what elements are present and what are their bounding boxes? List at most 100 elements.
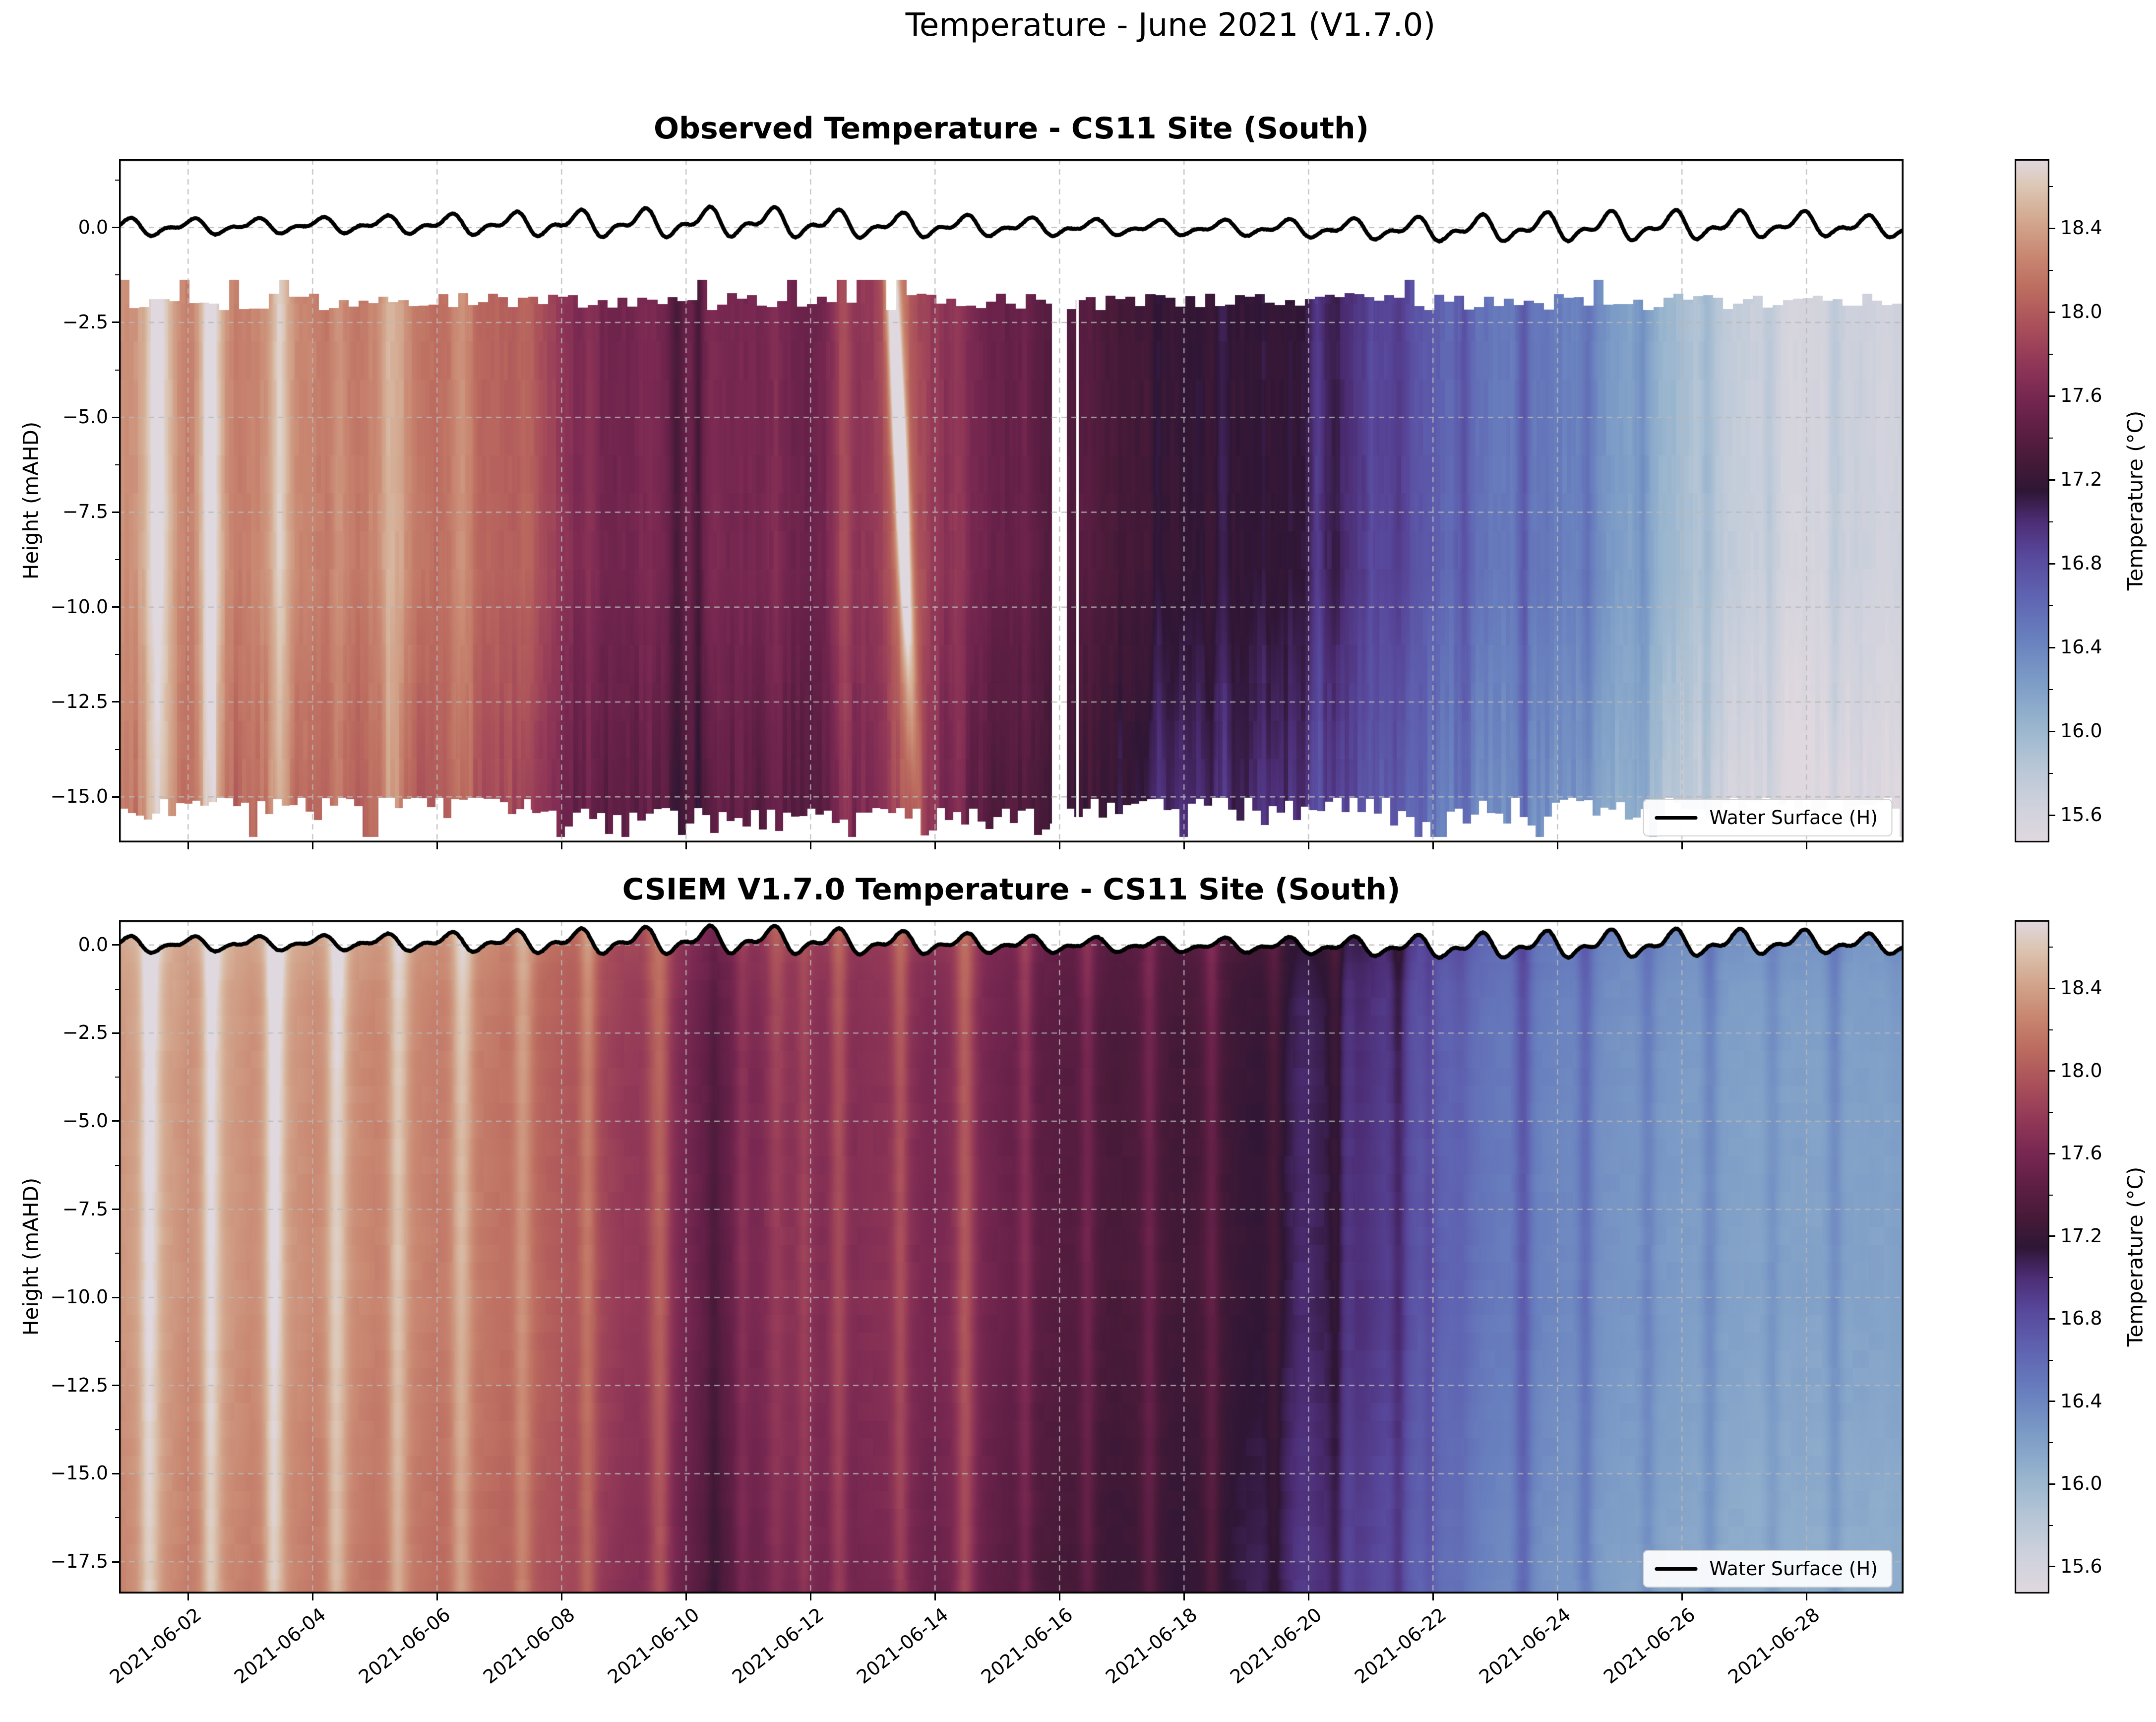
x-tick-label: 2021-06-12 — [728, 1603, 828, 1688]
y-tick — [112, 1120, 119, 1122]
x-tick — [1307, 842, 1309, 849]
colorbar-tick-label: 18.4 — [2060, 977, 2102, 999]
y-minor-tick — [115, 988, 119, 990]
x-tick — [1805, 1594, 1807, 1600]
colorbar-minor-tick — [2049, 1194, 2053, 1196]
colorbar-tick-label: 16.8 — [2060, 1307, 2102, 1330]
y-tick — [112, 1385, 119, 1387]
y-tick — [112, 416, 119, 418]
y-tick — [112, 321, 119, 323]
observed-heatmap-canvas — [119, 159, 1904, 842]
colorbar-minor-tick — [2049, 1442, 2053, 1444]
colorbar-tick — [2049, 1070, 2055, 1072]
y-minor-tick — [115, 1077, 119, 1078]
colorbar-tick — [2049, 1566, 2055, 1568]
model-heatmap-canvas — [119, 920, 1904, 1594]
colorbar-minor-tick — [2049, 689, 2053, 690]
colorbar-tick-label: 15.6 — [2060, 804, 2102, 826]
x-tick-label: 2021-06-14 — [853, 1603, 953, 1688]
colorbar-minor-tick — [2049, 437, 2053, 439]
colorbar-tick — [2049, 814, 2055, 816]
y-minor-tick — [115, 274, 119, 276]
x-tick — [1058, 842, 1060, 849]
x-tick — [560, 842, 562, 849]
colorbar-tick — [2049, 311, 2055, 313]
y-tick-label: −15.0 — [50, 1462, 108, 1484]
colorbar-tick-label: 18.4 — [2060, 217, 2102, 239]
colorbar-tick-label: 18.0 — [2060, 301, 2102, 323]
x-tick — [187, 842, 189, 849]
y-tick-label: −2.5 — [62, 311, 108, 333]
x-tick-label: 2021-06-04 — [230, 1603, 330, 1688]
y-tick-label: 0.0 — [78, 933, 108, 956]
model-colorbar-label: Temperature (°C) — [2123, 1166, 2148, 1347]
y-minor-tick — [115, 1341, 119, 1342]
colorbar-minor-tick — [2049, 521, 2053, 522]
x-tick-label: 2021-06-22 — [1351, 1603, 1451, 1688]
x-tick — [934, 1594, 936, 1600]
x-tick-label: 2021-06-20 — [1226, 1603, 1326, 1688]
colorbar-tick — [2049, 395, 2055, 397]
colorbar-tick — [2049, 227, 2055, 229]
model-colorbar — [2015, 920, 2049, 1594]
observed-colorbar — [2015, 159, 2049, 842]
x-tick-label: 2021-06-24 — [1475, 1603, 1575, 1688]
y-tick — [112, 511, 119, 513]
colorbar-minor-tick — [2049, 1359, 2053, 1361]
observed-colorbar-label: Temperature (°C) — [2123, 410, 2148, 591]
colorbar-minor-tick — [2049, 353, 2053, 355]
y-minor-tick — [115, 559, 119, 561]
x-tick-label: 2021-06-06 — [355, 1603, 455, 1688]
y-minor-tick — [115, 1253, 119, 1254]
colorbar-tick — [2049, 1401, 2055, 1403]
colorbar-minor-tick — [2049, 1525, 2053, 1526]
x-tick — [1556, 1594, 1558, 1600]
y-minor-tick — [115, 654, 119, 655]
x-tick-label: 2021-06-28 — [1724, 1603, 1824, 1688]
colorbar-minor-tick — [2049, 186, 2053, 187]
y-tick — [112, 1561, 119, 1563]
x-tick — [1681, 1594, 1683, 1600]
figure-title: Temperature - June 2021 (V1.7.0) — [905, 7, 1436, 44]
colorbar-tick — [2049, 1235, 2055, 1237]
y-tick — [112, 796, 119, 798]
x-tick — [1681, 842, 1683, 849]
y-minor-tick — [115, 180, 119, 181]
colorbar-tick — [2049, 563, 2055, 565]
colorbar-tick-label: 17.2 — [2060, 468, 2102, 491]
x-tick — [685, 842, 687, 849]
x-tick — [311, 842, 313, 849]
y-tick-label: −12.5 — [50, 1374, 108, 1396]
y-minor-tick — [115, 1517, 119, 1519]
y-tick — [112, 701, 119, 703]
x-tick — [560, 1594, 562, 1600]
observed-panel-title: Observed Temperature - CS11 Site (South) — [653, 111, 1369, 146]
colorbar-tick-label: 16.8 — [2060, 552, 2102, 574]
colorbar-tick — [2049, 1318, 2055, 1320]
colorbar-tick-label: 17.2 — [2060, 1224, 2102, 1247]
y-tick — [112, 606, 119, 608]
y-tick-label: −5.0 — [62, 406, 108, 428]
y-tick-label: −5.0 — [62, 1109, 108, 1132]
x-tick-label: 2021-06-02 — [106, 1603, 206, 1688]
y-minor-tick — [115, 1164, 119, 1166]
colorbar-tick-label: 16.4 — [2060, 636, 2102, 658]
x-tick — [1058, 1594, 1060, 1600]
water-surface-line-icon — [1655, 1567, 1698, 1571]
y-tick-label: −15.0 — [50, 785, 108, 808]
x-tick — [1183, 1594, 1185, 1600]
y-tick-label: −7.5 — [62, 1198, 108, 1220]
colorbar-tick — [2049, 730, 2055, 732]
x-tick — [1183, 842, 1185, 849]
x-tick — [1556, 842, 1558, 849]
x-tick — [685, 1594, 687, 1600]
y-tick-label: −17.5 — [50, 1550, 108, 1573]
y-tick-label: −7.5 — [62, 501, 108, 523]
x-tick — [436, 842, 438, 849]
x-tick — [1307, 1594, 1309, 1600]
x-tick — [187, 1594, 189, 1600]
y-tick-label: −10.0 — [50, 1286, 108, 1308]
colorbar-tick-label: 16.0 — [2060, 720, 2102, 742]
colorbar-minor-tick — [2049, 269, 2053, 271]
